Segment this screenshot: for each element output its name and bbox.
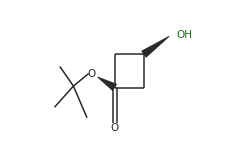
Text: O: O [88, 69, 96, 79]
Polygon shape [140, 36, 169, 58]
Text: OH: OH [176, 30, 191, 40]
Text: O: O [110, 123, 118, 133]
Polygon shape [97, 77, 117, 91]
